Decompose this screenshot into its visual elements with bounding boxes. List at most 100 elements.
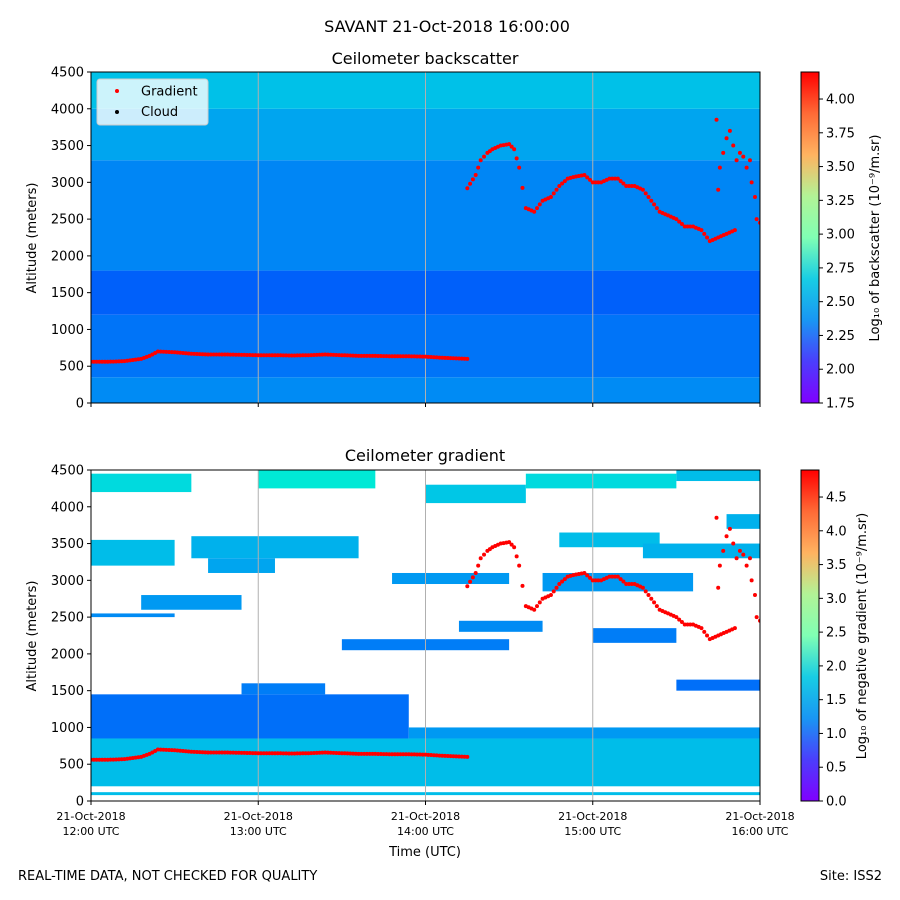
gradient-point — [652, 600, 657, 605]
gradient-point — [403, 752, 408, 757]
colorbar-tick-label: 3.50 — [826, 160, 855, 175]
gradient-layer — [141, 595, 242, 610]
gradient-point — [298, 751, 303, 756]
gradient-point — [679, 222, 684, 227]
panel1-ylabel: Altitude (meters) — [25, 183, 40, 294]
panel2-x-axis: 21-Oct-2018 12:00 UTC 21-Oct-2018 13:00 UTC… — [56, 801, 795, 838]
gradient-point — [537, 202, 542, 207]
gradient-point — [610, 574, 615, 579]
y-tick-label: 2500 — [51, 611, 84, 626]
gradient-point — [356, 751, 361, 756]
gradient-point — [295, 353, 300, 358]
gradient-point — [699, 626, 704, 631]
gradient-point — [220, 750, 225, 755]
colorbar2-ticks: 0.0 0.5 1.0 1.5 2.0 2.5 3.0 3.5 4.0 4.5 — [819, 491, 847, 810]
gradient-point — [420, 354, 425, 359]
gradient-point — [225, 750, 230, 755]
gradient-layer — [91, 613, 175, 618]
gradient-point — [732, 626, 737, 631]
gradient-point — [292, 353, 297, 358]
gradient-point — [476, 165, 481, 170]
colorbar-tick-label: 1.0 — [826, 727, 847, 742]
gradient-layer — [91, 539, 175, 566]
gradient-point — [370, 353, 375, 358]
gradient-point — [478, 158, 483, 163]
gradient-point — [259, 751, 264, 756]
y-tick-label: 0 — [76, 397, 84, 412]
gradient-point — [717, 563, 722, 568]
gradient-point — [387, 752, 392, 757]
gradient-point — [537, 600, 542, 605]
gradient-point — [585, 573, 590, 578]
gradient-point — [593, 578, 598, 583]
gradient-point — [752, 593, 757, 598]
gradient-point — [734, 556, 739, 561]
gradient-layer — [91, 694, 409, 739]
gradient-point — [233, 750, 238, 755]
gradient-point — [626, 184, 631, 189]
colorbar-tick-label: 4.5 — [826, 491, 847, 506]
gradient-point — [409, 752, 414, 757]
gradient-point — [362, 751, 367, 756]
gradient-point — [646, 593, 651, 598]
gradient-point — [231, 352, 236, 357]
gradient-point — [398, 354, 403, 359]
gradient-point — [512, 147, 517, 152]
legend: Gradient Cloud — [96, 78, 209, 126]
gradient-point — [626, 582, 631, 587]
gradient-point — [403, 354, 408, 359]
x-tick-label-date: 21-Oct-2018 — [56, 810, 125, 823]
gradient-point — [749, 180, 754, 185]
gradient-point — [239, 750, 244, 755]
gradient-point — [214, 352, 219, 357]
gradient-point — [256, 353, 261, 358]
gradient-point — [390, 752, 395, 757]
gradient-layer — [559, 532, 660, 548]
gradient-point — [359, 353, 364, 358]
y-tick-label: 4500 — [51, 66, 84, 81]
x-tick-label-date: 21-Oct-2018 — [558, 810, 627, 823]
colorbar-tick-label: 2.0 — [826, 659, 847, 674]
gradient-point — [406, 752, 411, 757]
gradient-point — [412, 354, 417, 359]
gradient-point — [97, 359, 102, 364]
gradient-point — [102, 757, 107, 762]
gradient-point — [688, 224, 693, 229]
gradient-point — [275, 353, 280, 358]
gradient-point — [532, 607, 537, 612]
gradient-point — [91, 359, 96, 364]
gradient-point — [378, 752, 383, 757]
panel1-vertical-grid — [257, 72, 594, 403]
gradient-point — [535, 206, 539, 211]
gradient-point — [284, 751, 289, 756]
gradient-point — [381, 752, 386, 757]
gradient-point — [247, 353, 252, 358]
gradient-point — [621, 579, 626, 584]
gradient-point — [551, 191, 556, 196]
gradient-point — [378, 354, 383, 359]
gradient-point — [228, 352, 233, 357]
colorbar-tick-label: 3.0 — [826, 592, 847, 607]
gradient-point — [242, 352, 247, 357]
colorbar1-label: Log₁₀ of backscatter (10⁻⁹/m.sr) — [868, 135, 883, 342]
gradient-point — [646, 195, 651, 200]
panel1-y-axis: 0 500 1000 1500 2000 2500 3000 3500 4000 4500 — [51, 66, 91, 412]
gradient-point — [281, 751, 286, 756]
x-tick-label-date: 21-Oct-2018 — [391, 810, 460, 823]
gradient-point — [688, 622, 693, 627]
gradient-point — [737, 548, 742, 553]
gradient-point — [754, 615, 759, 620]
gradient-point — [716, 187, 721, 192]
gradient-point — [509, 542, 514, 547]
gradient-point — [607, 176, 612, 181]
gradient-point — [582, 172, 587, 177]
y-tick-label: 4500 — [51, 464, 84, 479]
gradient-point — [236, 352, 241, 357]
gradient-point — [727, 128, 732, 133]
gradient-point — [685, 622, 690, 627]
gradient-layer — [726, 514, 760, 529]
gradient-point — [514, 156, 519, 161]
gradient-point — [417, 752, 422, 757]
gradient-point — [362, 353, 367, 358]
